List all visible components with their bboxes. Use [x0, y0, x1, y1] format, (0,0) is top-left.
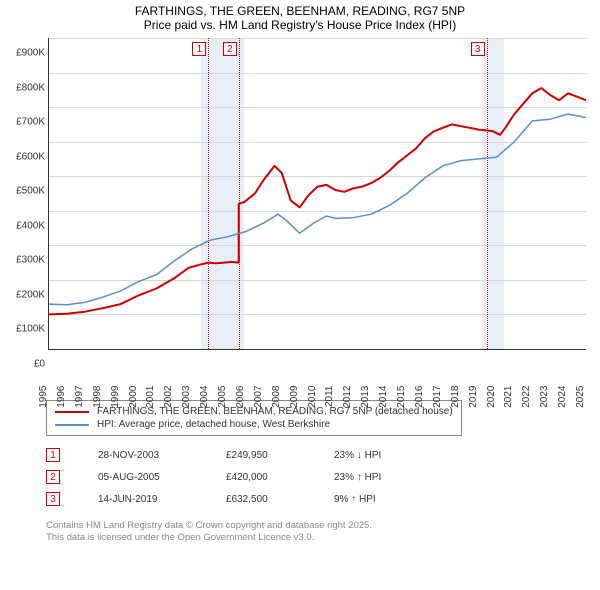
x-axis-label: 2008: [271, 386, 282, 426]
plot-region: £0£100K£200K£300K£400K£500K£600K£700K£80…: [48, 38, 586, 350]
x-axis-label: 2002: [163, 386, 174, 426]
chart-title: FARTHINGS, THE GREEN, BEENHAM, READING, …: [0, 0, 600, 34]
y-axis-label: £800K: [5, 82, 45, 93]
x-axis-label: 1999: [110, 386, 121, 426]
marker-table-badge: 3: [46, 492, 60, 506]
x-axis-label: 1998: [92, 386, 103, 426]
x-axis-label: 2005: [217, 386, 228, 426]
y-axis-label: £600K: [5, 151, 45, 162]
x-axis-label: 2020: [486, 386, 497, 426]
x-axis-label: 2025: [575, 386, 586, 426]
marker-table-badge: 1: [46, 448, 60, 462]
x-axis-label: 2000: [128, 386, 139, 426]
marker-table: 1 28-NOV-2003 £249,950 23% ↓ HPI 2 05-AUG-200…: [46, 444, 600, 510]
y-axis-label: £900K: [5, 48, 45, 59]
marker-table-price: £249,950: [226, 450, 296, 461]
marker-table-row: 1 28-NOV-2003 £249,950 23% ↓ HPI: [46, 444, 600, 466]
x-axis-label: 2012: [342, 386, 353, 426]
x-axis-label: 2003: [181, 386, 192, 426]
y-axis-label: £400K: [5, 220, 45, 231]
x-axis-label: 1997: [74, 386, 85, 426]
footer-line-1: Contains HM Land Registry data © Crown c…: [46, 520, 600, 532]
marker-table-delta: 23% ↑ HPI: [334, 472, 424, 483]
x-axis-label: 2018: [450, 386, 461, 426]
chart-area: £0 £100K £200K £300K £400K £500K £600K £700K £80…: [6, 34, 590, 394]
x-axis-label: 2021: [503, 386, 514, 426]
x-axis-label: 2017: [432, 386, 443, 426]
x-axis-label: 1996: [56, 386, 67, 426]
marker-table-date: 05-AUG-2005: [98, 472, 188, 483]
title-line-2: Price paid vs. HM Land Registry's House …: [0, 18, 600, 32]
x-axis-label: 2019: [468, 386, 479, 426]
y-axis-label: £0: [5, 359, 45, 370]
footer-line-2: This data is licensed under the Open Gov…: [46, 532, 600, 544]
marker-table-row: 3 14-JUN-2019 £632,500 9% ↑ HPI: [46, 488, 600, 510]
series-price_paid: [49, 88, 586, 314]
marker-table-price: £420,000: [226, 472, 296, 483]
x-axis-label: 2013: [360, 386, 371, 426]
y-axis-label: £100K: [5, 324, 45, 335]
x-axis-label: 2024: [557, 386, 568, 426]
x-axis-label: 2014: [378, 386, 389, 426]
x-axis-label: 2011: [324, 386, 335, 426]
attribution-footer: Contains HM Land Registry data © Crown c…: [46, 520, 600, 545]
x-axis-label: 2015: [396, 386, 407, 426]
x-axis-label: 2001: [145, 386, 156, 426]
x-axis-label: 2007: [253, 386, 264, 426]
x-axis-label: 2023: [539, 386, 550, 426]
x-axis-label: 2009: [289, 386, 300, 426]
x-axis-label: 2016: [414, 386, 425, 426]
marker-table-date: 14-JUN-2019: [98, 494, 188, 505]
marker-table-row: 2 05-AUG-2005 £420,000 23% ↑ HPI: [46, 466, 600, 488]
x-axis-label: 1995: [38, 386, 49, 426]
series-svg: [49, 38, 586, 349]
marker-table-delta: 23% ↓ HPI: [334, 450, 424, 461]
marker-table-price: £632,500: [226, 494, 296, 505]
series-hpi: [49, 114, 586, 305]
y-axis-label: £500K: [5, 186, 45, 197]
marker-table-date: 28-NOV-2003: [98, 450, 188, 461]
x-axis-label: 2004: [199, 386, 210, 426]
marker-table-badge: 2: [46, 470, 60, 484]
y-axis-label: £700K: [5, 117, 45, 128]
marker-table-delta: 9% ↑ HPI: [334, 494, 424, 505]
x-axis-label: 2006: [235, 386, 246, 426]
x-axis-label: 2010: [307, 386, 318, 426]
y-axis-label: £300K: [5, 255, 45, 266]
y-axis-label: £200K: [5, 289, 45, 300]
x-axis-label: 2022: [521, 386, 532, 426]
title-line-1: FARTHINGS, THE GREEN, BEENHAM, READING, …: [0, 4, 600, 18]
